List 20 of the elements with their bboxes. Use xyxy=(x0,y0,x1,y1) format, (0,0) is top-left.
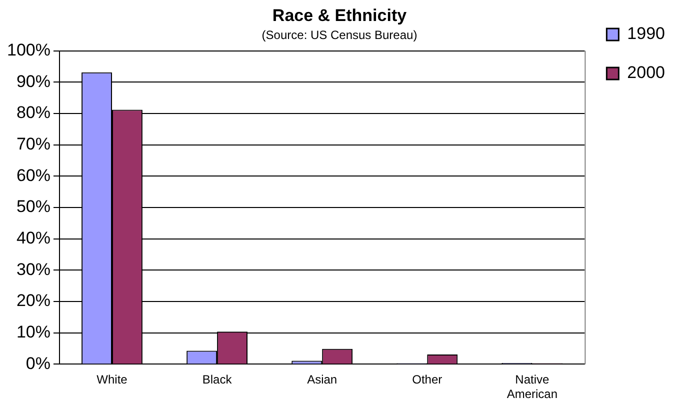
y-tick-label: 50% xyxy=(16,197,50,216)
x-tick-label: Asian xyxy=(307,372,338,387)
x-tick-label: Black xyxy=(202,372,233,387)
y-tick-label: 40% xyxy=(16,228,50,248)
x-tick-label: Other xyxy=(412,372,442,387)
x-tick-label: Native American xyxy=(506,372,558,402)
y-tick-label: 10% xyxy=(16,322,50,342)
y-tick-label: 70% xyxy=(16,134,50,154)
y-tick-label: 0% xyxy=(26,354,50,373)
y-tick-label: 20% xyxy=(16,291,50,310)
y-tick-label: 60% xyxy=(16,166,50,185)
y-tick-label: 100% xyxy=(6,40,50,60)
chart-subtitle: (Source: US Census Bureau) xyxy=(262,28,418,42)
legend-label: 2000 xyxy=(627,63,666,82)
legend-label: 1990 xyxy=(627,24,666,44)
y-tick-label: 80% xyxy=(16,103,50,122)
y-tick-label: 90% xyxy=(16,72,50,91)
x-tick-label: White xyxy=(96,372,128,387)
y-tick-label: 30% xyxy=(16,260,50,279)
chart-title: Race & Ethnicity xyxy=(272,6,408,25)
